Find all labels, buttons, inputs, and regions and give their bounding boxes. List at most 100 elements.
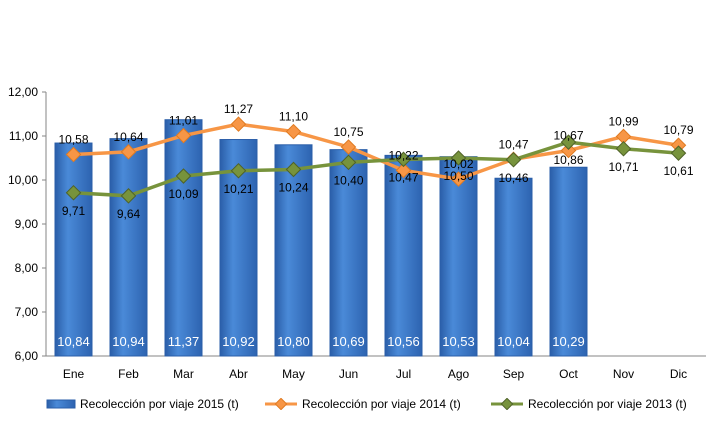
data-label-2014: 10,99: [608, 114, 638, 128]
bar-data-label: 10,04: [497, 334, 530, 349]
legend-item-2015: Recolección por viaje 2015 (t): [46, 396, 239, 412]
point-marker: [505, 151, 522, 168]
point-marker: [120, 144, 137, 160]
bar: [329, 149, 368, 357]
data-label-2013: 10,09: [168, 187, 198, 201]
point-marker: [285, 161, 302, 178]
legend-label-2013: Recolección por viaje 2013 (t): [528, 397, 687, 411]
point-marker: [395, 151, 412, 168]
data-label-2014: 10,64: [113, 130, 143, 144]
bar-data-label: 10,94: [112, 334, 145, 349]
bar-data-label: 10,29: [552, 334, 585, 349]
x-tick-label: Ene: [63, 367, 85, 381]
y-tick-label: 10,00: [8, 173, 38, 187]
bar-data-label: 10,56: [387, 334, 420, 349]
data-label-2013: 10,47: [388, 170, 418, 184]
bar: [54, 142, 93, 357]
data-label-2014: 10,67: [553, 129, 583, 143]
point-marker: [65, 184, 82, 201]
bar: [109, 138, 148, 357]
point-marker: [175, 127, 192, 144]
bar-data-label: 10,53: [442, 334, 475, 349]
bar-data-label: 10,80: [277, 334, 310, 349]
data-label-2014: 11,10: [279, 110, 308, 124]
point-marker: [670, 137, 687, 154]
legend-swatch-orange-line: [265, 398, 297, 410]
point-marker: [670, 145, 687, 161]
data-label-2013: 10,50: [443, 169, 473, 183]
point-marker: [340, 139, 357, 155]
data-label-2013: 10,24: [278, 180, 308, 194]
data-label-2013: 9,64: [117, 207, 141, 221]
bar: [164, 119, 203, 357]
x-tick-label: Oct: [559, 367, 578, 381]
x-tick-label: Abr: [229, 367, 248, 381]
legend-item-2013: Recolección por viaje 2013 (t): [490, 396, 687, 412]
data-label-2014: 11,01: [169, 114, 198, 128]
bar: [439, 156, 478, 357]
data-label-2014: 10,79: [663, 123, 693, 137]
point-marker: [560, 142, 577, 159]
chart: 6,00 7,00 8,00 9,00 10,00 11,00 12,00 Ene Feb Mar…: [8, 85, 706, 381]
y-tick-label: 7,00: [15, 305, 39, 319]
point-marker: [450, 171, 467, 187]
point-marker: [615, 128, 632, 145]
axes: 6,00 7,00 8,00 9,00 10,00 11,00 12,00 Ene Feb Mar…: [8, 85, 706, 381]
x-tick-label: Sep: [503, 367, 525, 381]
point-marker: [65, 146, 82, 163]
bar-data-label: 10,84: [57, 334, 90, 349]
data-label-2014: 10,75: [333, 125, 363, 139]
bar: [549, 166, 588, 357]
bar: [384, 154, 423, 357]
legend-label-2015: Recolección por viaje 2015 (t): [80, 397, 239, 411]
x-tick-label: Dic: [670, 367, 687, 381]
data-label-2014: 10,58: [58, 132, 88, 146]
point-marker: [395, 162, 412, 179]
point-marker: [175, 168, 192, 184]
point-marker: [120, 188, 137, 204]
y-tick-label: 11,00: [9, 129, 38, 143]
legend-item-2014: Recolección por viaje 2014 (t): [264, 396, 461, 412]
bar-data-label: 10,69: [332, 334, 365, 349]
point-marker: [230, 162, 247, 179]
bar-data-label: 11,37: [168, 334, 200, 349]
data-label-2013: 10,46: [498, 171, 528, 185]
point-marker: [285, 123, 302, 140]
point-marker: [340, 154, 357, 171]
data-label-2013: 10,40: [333, 173, 363, 187]
y-tick-label: 6,00: [15, 349, 39, 363]
data-label-2014: 10,47: [498, 137, 528, 151]
data-label-2013: 10,21: [223, 182, 253, 196]
x-tick-label: Mar: [173, 367, 194, 381]
bar-series: [54, 119, 588, 357]
data-label-2013: 10,71: [608, 160, 638, 174]
series-line: [73, 140, 679, 198]
x-tick-label: Jun: [339, 367, 358, 381]
bar: [494, 177, 533, 357]
point-marker: [450, 150, 467, 166]
legend-swatch-green-line: [491, 398, 523, 410]
legend-swatch-bar: [46, 399, 76, 409]
data-label-2014: 10,02: [443, 157, 473, 171]
x-tick-label: Ago: [448, 367, 470, 381]
data-label-2013: 10,61: [663, 164, 693, 178]
point-marker: [560, 134, 577, 150]
x-tick-label: Feb: [118, 367, 139, 381]
data-label-2014: 11,27: [224, 102, 253, 116]
y-tick-label: 9,00: [15, 217, 39, 231]
bar: [274, 144, 313, 357]
line-series: [65, 116, 687, 204]
data-labels: 10,84 10,94 11,37 10,92 10,80 10,69 10,56 10,53…: [57, 102, 694, 349]
data-label-2014: 10,22: [388, 148, 418, 162]
x-tick-label: May: [282, 367, 305, 381]
bar-data-label: 10,92: [222, 334, 255, 349]
x-tick-label: Nov: [613, 367, 634, 381]
x-tick-label: Jul: [396, 367, 411, 381]
data-label-2013: 9,71: [62, 204, 86, 218]
point-marker: [230, 116, 247, 132]
y-tick-label: 8,00: [15, 261, 39, 275]
legend: Recolección por viaje 2015 (t) Recolecci…: [0, 392, 716, 416]
data-label-2013: 10,86: [553, 153, 583, 167]
legend-label-2014: Recolección por viaje 2014 (t): [302, 397, 461, 411]
series-line: [73, 122, 679, 181]
